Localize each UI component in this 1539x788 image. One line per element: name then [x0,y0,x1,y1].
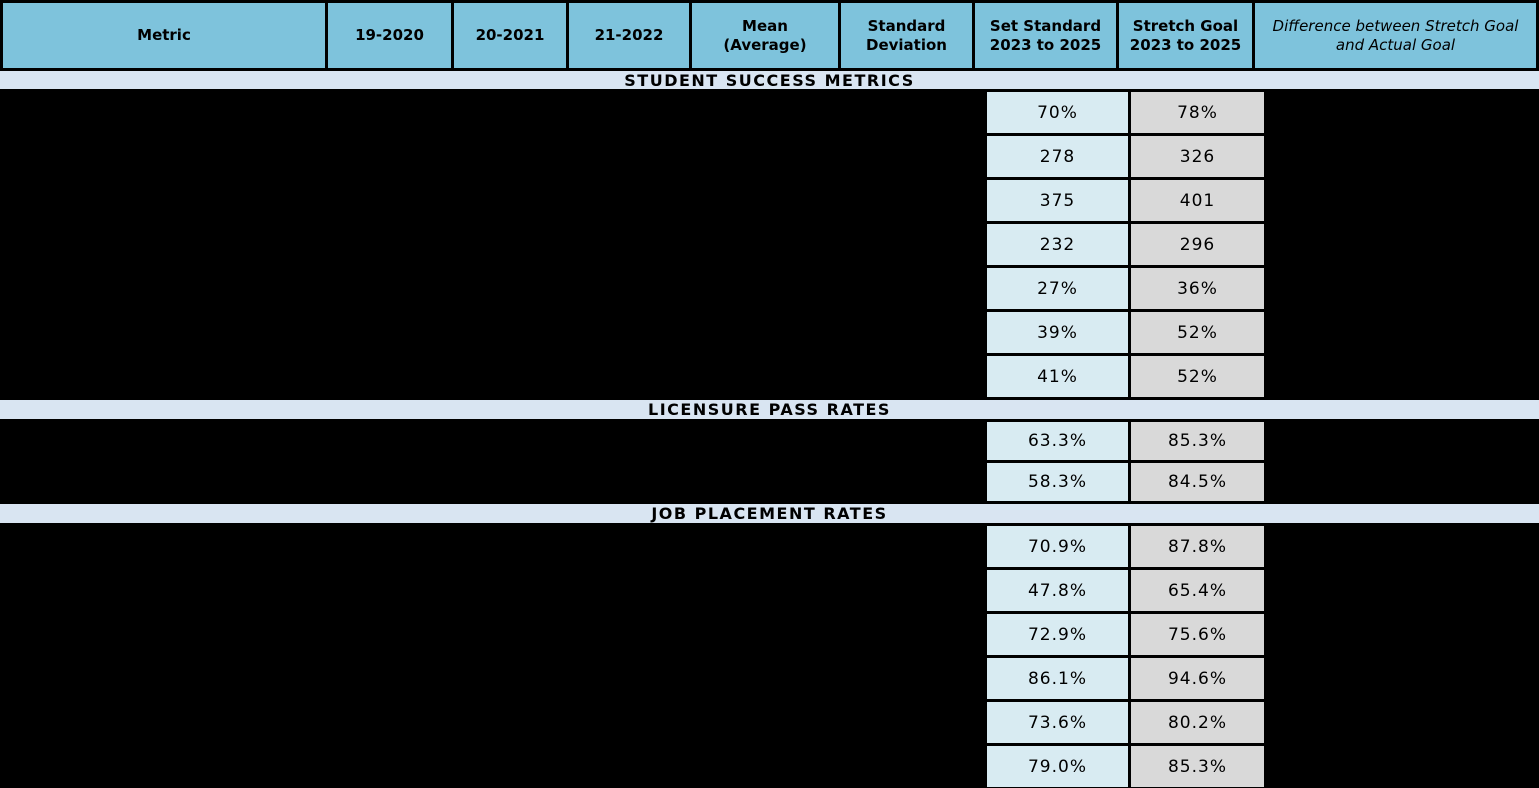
stretch-goal-cell: 296 [1131,224,1264,265]
header-cell-set-standard: Set Standard 2023 to 2025 [975,3,1116,68]
set-standard-cell: 278 [987,136,1128,177]
header-cell-19-2020: 19-2020 [328,3,451,68]
header-cell-20-2021: 20-2021 [454,3,566,68]
set-standard-cell: 375 [987,180,1128,221]
stretch-goal-cell: 80.2% [1131,702,1264,743]
table-row: 278 326 [984,136,1267,177]
table-header-row: Metric 19-2020 20-2021 21-2022 Mean (Ave… [0,0,1539,71]
section-band-job-placement: JOB PLACEMENT RATES [0,504,1539,523]
set-standard-cell: 41% [987,356,1128,397]
set-standard-cell: 72.9% [987,614,1128,655]
set-standard-cell: 47.8% [987,570,1128,611]
goal-columns-job-placement: 70.9% 87.8% 47.8% 65.4% 72.9% 75.6% 86.1… [984,526,1267,788]
stretch-goal-cell: 94.6% [1131,658,1264,699]
section-band-student-success: STUDENT SUCCESS METRICS [0,70,1539,90]
set-standard-cell: 73.6% [987,702,1128,743]
table-row: 70.9% 87.8% [984,526,1267,567]
stretch-goal-cell: 52% [1131,356,1264,397]
section-title: STUDENT SUCCESS METRICS [624,70,915,90]
table-row: 72.9% 75.6% [984,614,1267,655]
table-row: 79.0% 85.3% [984,746,1267,787]
stretch-goal-cell: 75.6% [1131,614,1264,655]
header-cell-21-2022: 21-2022 [569,3,689,68]
section-title: JOB PLACEMENT RATES [651,504,888,523]
table-row: 73.6% 80.2% [984,702,1267,743]
set-standard-cell: 39% [987,312,1128,353]
table-row: 41% 52% [984,356,1267,397]
header-cell-metric: Metric [3,3,325,68]
table-row: 232 296 [984,224,1267,265]
table-row: 39% 52% [984,312,1267,353]
table-row: 86.1% 94.6% [984,658,1267,699]
set-standard-cell: 70.9% [987,526,1128,567]
set-standard-cell: 86.1% [987,658,1128,699]
header-cell-standard-deviation: Standard Deviation [841,3,972,68]
stretch-goal-cell: 85.3% [1131,746,1264,787]
stretch-goal-cell: 84.5% [1131,463,1264,501]
table-row: 375 401 [984,180,1267,221]
set-standard-cell: 232 [987,224,1128,265]
set-standard-cell: 70% [987,92,1128,133]
stretch-goal-cell: 36% [1131,268,1264,309]
set-standard-cell: 27% [987,268,1128,309]
stretch-goal-cell: 85.3% [1131,422,1264,460]
stretch-goal-cell: 87.8% [1131,526,1264,567]
set-standard-cell: 63.3% [987,422,1128,460]
table-row: 58.3% 84.5% [984,463,1267,501]
table-row: 70% 78% [984,92,1267,133]
table-row: 47.8% 65.4% [984,570,1267,611]
stretch-goal-cell: 78% [1131,92,1264,133]
stretch-goal-cell: 65.4% [1131,570,1264,611]
goal-columns-licensure: 63.3% 85.3% 58.3% 84.5% [984,422,1267,504]
header-cell-mean-average: Mean (Average) [692,3,838,68]
set-standard-cell: 58.3% [987,463,1128,501]
set-standard-cell: 79.0% [987,746,1128,787]
stretch-goal-cell: 52% [1131,312,1264,353]
table-row: 27% 36% [984,268,1267,309]
section-title: LICENSURE PASS RATES [648,400,891,419]
goal-columns-student-success: 70% 78% 278 326 375 401 232 296 27% 36% … [984,92,1267,400]
stretch-goal-cell: 326 [1131,136,1264,177]
section-band-licensure: LICENSURE PASS RATES [0,400,1539,419]
table-row: 63.3% 85.3% [984,422,1267,460]
header-cell-stretch-goal: Stretch Goal 2023 to 2025 [1119,3,1252,68]
header-cell-difference: Difference between Stretch Goal and Actu… [1255,3,1536,68]
stretch-goal-cell: 401 [1131,180,1264,221]
